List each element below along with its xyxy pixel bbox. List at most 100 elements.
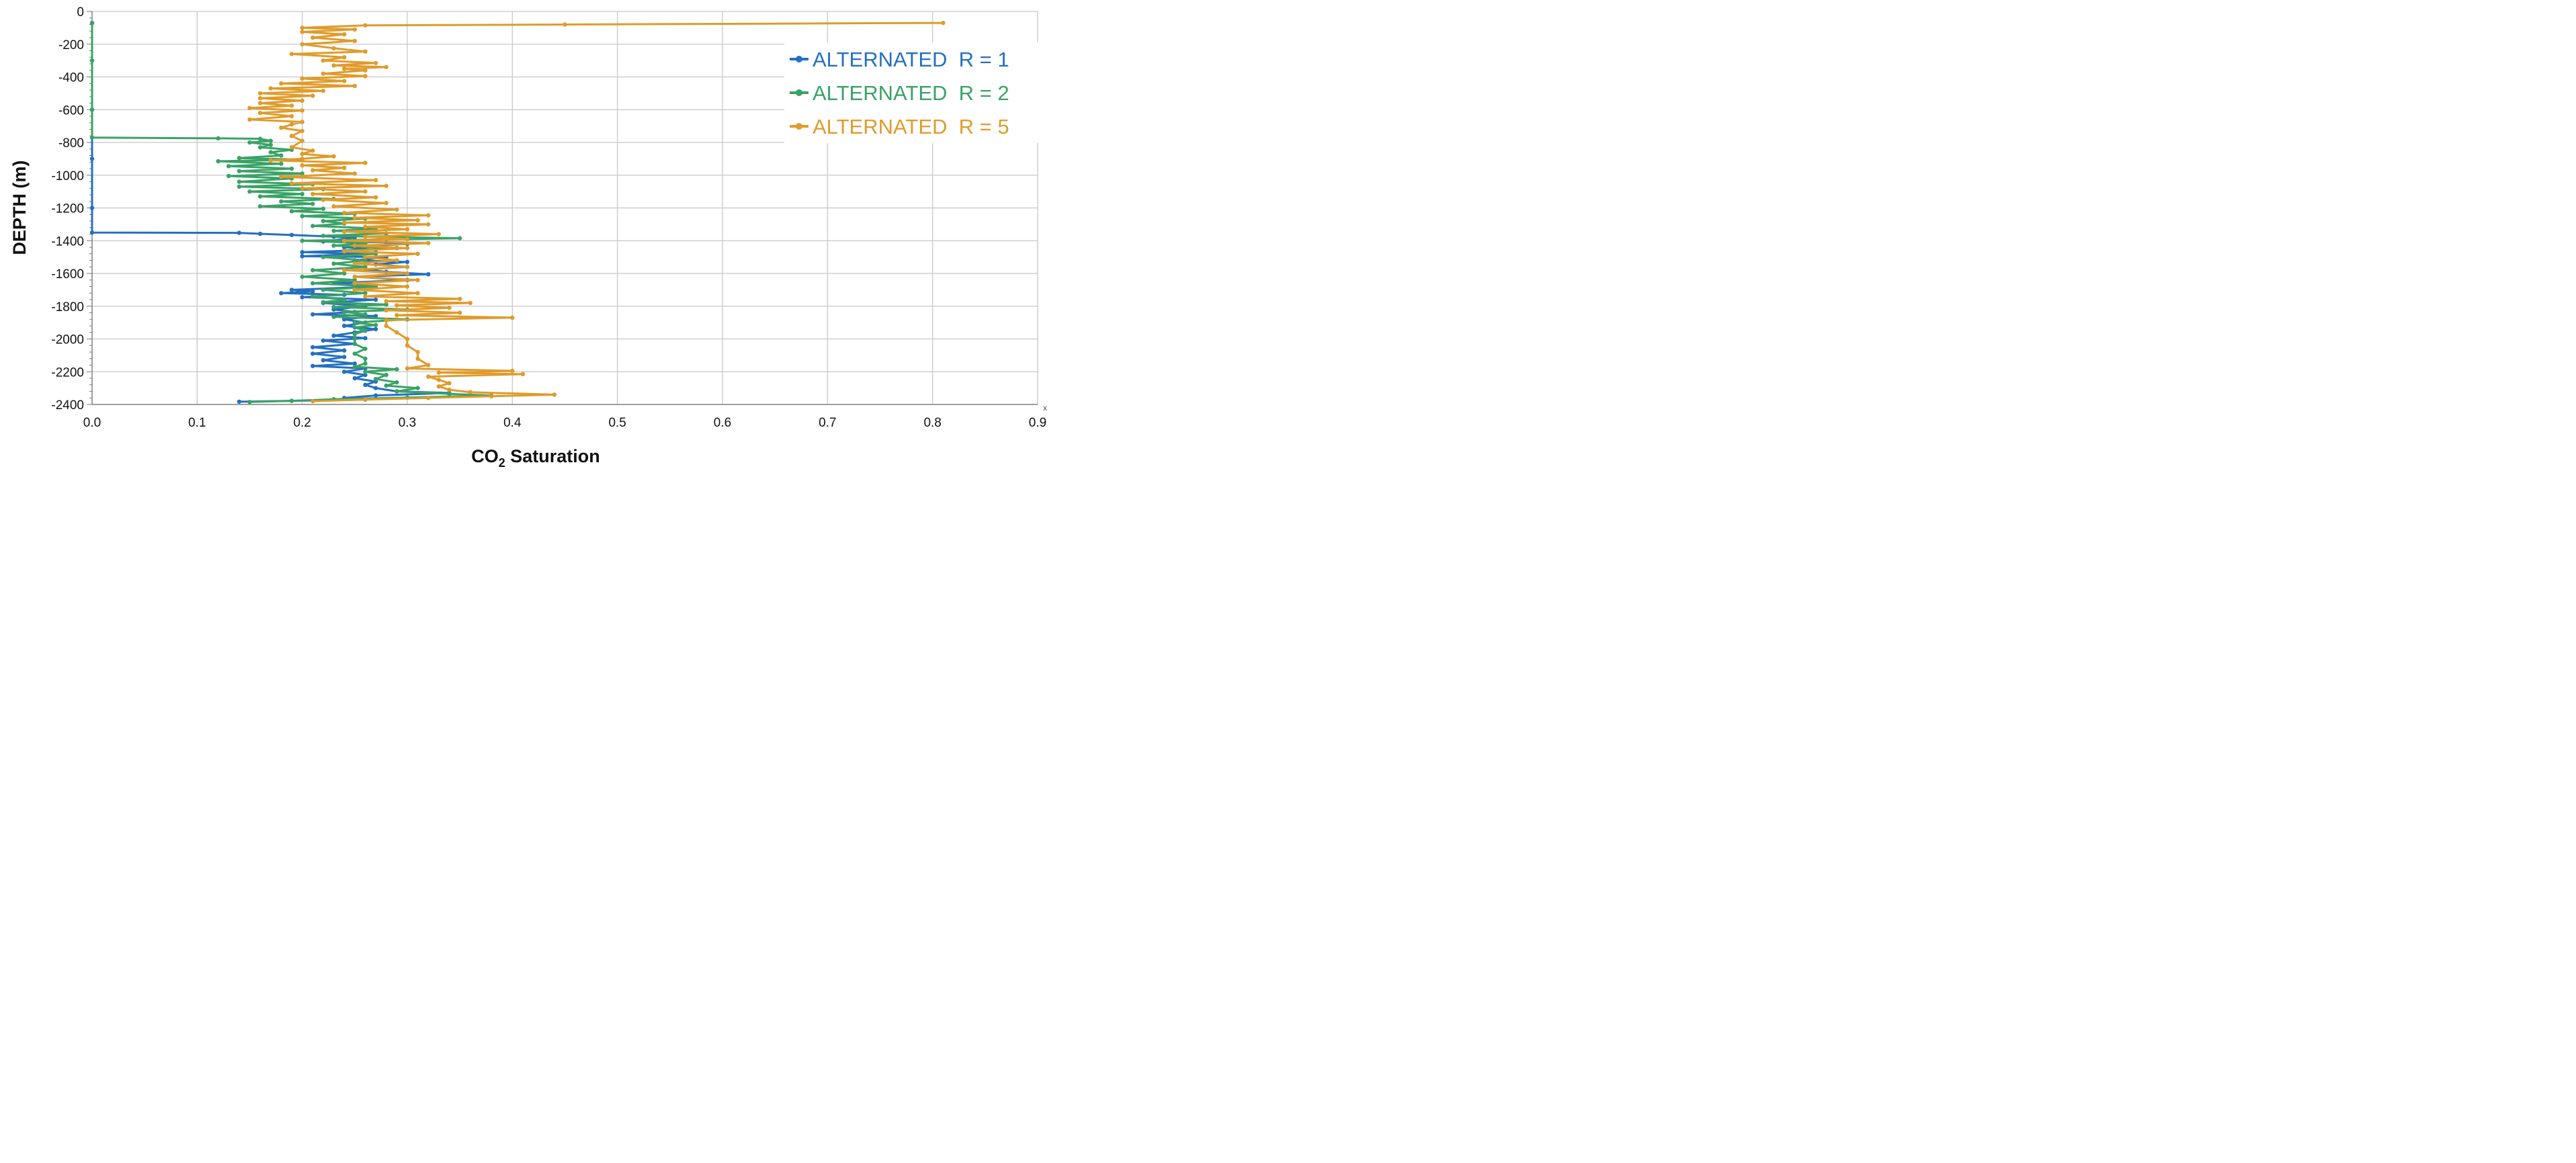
data-point bbox=[321, 198, 326, 202]
data-point bbox=[268, 142, 273, 147]
data-point bbox=[363, 336, 368, 341]
data-point bbox=[352, 215, 357, 220]
y-tick-label: 0 bbox=[77, 5, 84, 19]
x-axis-title-subscript: 2 bbox=[499, 456, 505, 470]
y-tick-label: -1800 bbox=[51, 300, 84, 314]
data-point bbox=[352, 243, 357, 248]
data-point bbox=[289, 134, 294, 138]
data-point bbox=[331, 63, 336, 68]
data-point bbox=[352, 376, 357, 381]
data-point bbox=[363, 361, 368, 366]
data-point bbox=[342, 249, 347, 254]
data-point bbox=[352, 364, 357, 370]
data-point bbox=[436, 384, 442, 389]
data-point bbox=[458, 310, 462, 315]
data-point bbox=[415, 356, 420, 361]
data-point bbox=[373, 177, 378, 183]
data-point bbox=[310, 345, 315, 349]
data-point bbox=[331, 314, 336, 319]
data-point bbox=[310, 281, 315, 286]
data-point bbox=[300, 138, 304, 143]
data-point bbox=[384, 308, 388, 312]
data-point bbox=[363, 382, 368, 387]
data-point bbox=[352, 38, 357, 44]
data-point bbox=[268, 150, 273, 155]
data-point bbox=[310, 363, 315, 368]
x-tick-label: 0.8 bbox=[923, 416, 941, 430]
data-point bbox=[510, 315, 515, 320]
data-point bbox=[300, 42, 304, 46]
data-point bbox=[342, 55, 347, 60]
data-point bbox=[352, 83, 357, 89]
data-point bbox=[300, 26, 304, 30]
x-tick-label: 0.5 bbox=[608, 416, 626, 430]
data-point bbox=[426, 374, 431, 379]
data-point bbox=[289, 232, 294, 237]
data-point bbox=[405, 265, 410, 269]
data-point bbox=[300, 214, 304, 218]
legend-swatch-marker bbox=[796, 123, 802, 130]
data-point bbox=[342, 317, 347, 322]
data-point bbox=[300, 274, 304, 279]
data-point bbox=[268, 86, 273, 91]
data-point bbox=[279, 175, 284, 179]
data-point bbox=[363, 356, 368, 361]
data-point bbox=[89, 58, 95, 63]
data-point bbox=[321, 338, 326, 343]
y-tick-label: -1200 bbox=[51, 202, 84, 216]
data-point bbox=[352, 341, 357, 346]
data-point bbox=[321, 288, 326, 292]
data-point bbox=[321, 58, 326, 63]
y-tick-label: -1000 bbox=[51, 169, 84, 183]
data-point bbox=[268, 158, 273, 163]
data-point bbox=[257, 96, 263, 101]
x-tick-labels: 0.0 0.1 0.2 0.3 0.4 0.5 0.6 0.7 0.8 0.9 bbox=[83, 416, 1046, 430]
data-point bbox=[300, 171, 304, 176]
data-point bbox=[331, 228, 336, 233]
data-point bbox=[363, 255, 368, 259]
data-point bbox=[363, 258, 368, 263]
data-point bbox=[310, 202, 315, 206]
data-point bbox=[310, 294, 315, 299]
data-point bbox=[458, 296, 462, 301]
data-point bbox=[363, 224, 368, 229]
data-point bbox=[89, 135, 95, 140]
data-point bbox=[458, 236, 462, 241]
data-point bbox=[237, 399, 242, 404]
series-group bbox=[89, 20, 946, 404]
data-point bbox=[373, 314, 378, 318]
data-point bbox=[89, 107, 95, 112]
legend-background bbox=[784, 42, 1038, 143]
data-point bbox=[352, 361, 357, 366]
data-point bbox=[373, 297, 378, 302]
data-point bbox=[342, 310, 347, 314]
data-point bbox=[310, 191, 315, 196]
data-point bbox=[384, 323, 388, 329]
legend-item: ALTERNATED R = 1 bbox=[790, 48, 1009, 71]
data-point bbox=[321, 218, 326, 224]
data-point bbox=[247, 400, 252, 404]
data-point bbox=[394, 207, 399, 212]
data-point bbox=[342, 267, 347, 273]
data-point bbox=[237, 184, 242, 189]
data-point bbox=[426, 241, 431, 246]
data-point bbox=[405, 259, 410, 265]
data-point bbox=[405, 284, 410, 289]
data-point bbox=[447, 306, 452, 310]
data-point bbox=[352, 288, 357, 292]
data-point bbox=[279, 153, 284, 158]
data-point bbox=[384, 183, 388, 188]
legend-item: ALTERNATED R = 2 bbox=[790, 81, 1009, 105]
data-point bbox=[394, 313, 399, 318]
data-point bbox=[352, 337, 357, 341]
data-point bbox=[300, 191, 304, 196]
data-point bbox=[310, 224, 315, 228]
y-tick-label: -2200 bbox=[51, 365, 84, 380]
data-point bbox=[447, 381, 452, 386]
data-point bbox=[300, 254, 304, 259]
y-tick-label: -800 bbox=[58, 136, 84, 150]
data-point bbox=[331, 333, 336, 338]
data-point bbox=[289, 114, 294, 119]
data-point bbox=[342, 229, 347, 234]
data-point bbox=[405, 246, 410, 251]
